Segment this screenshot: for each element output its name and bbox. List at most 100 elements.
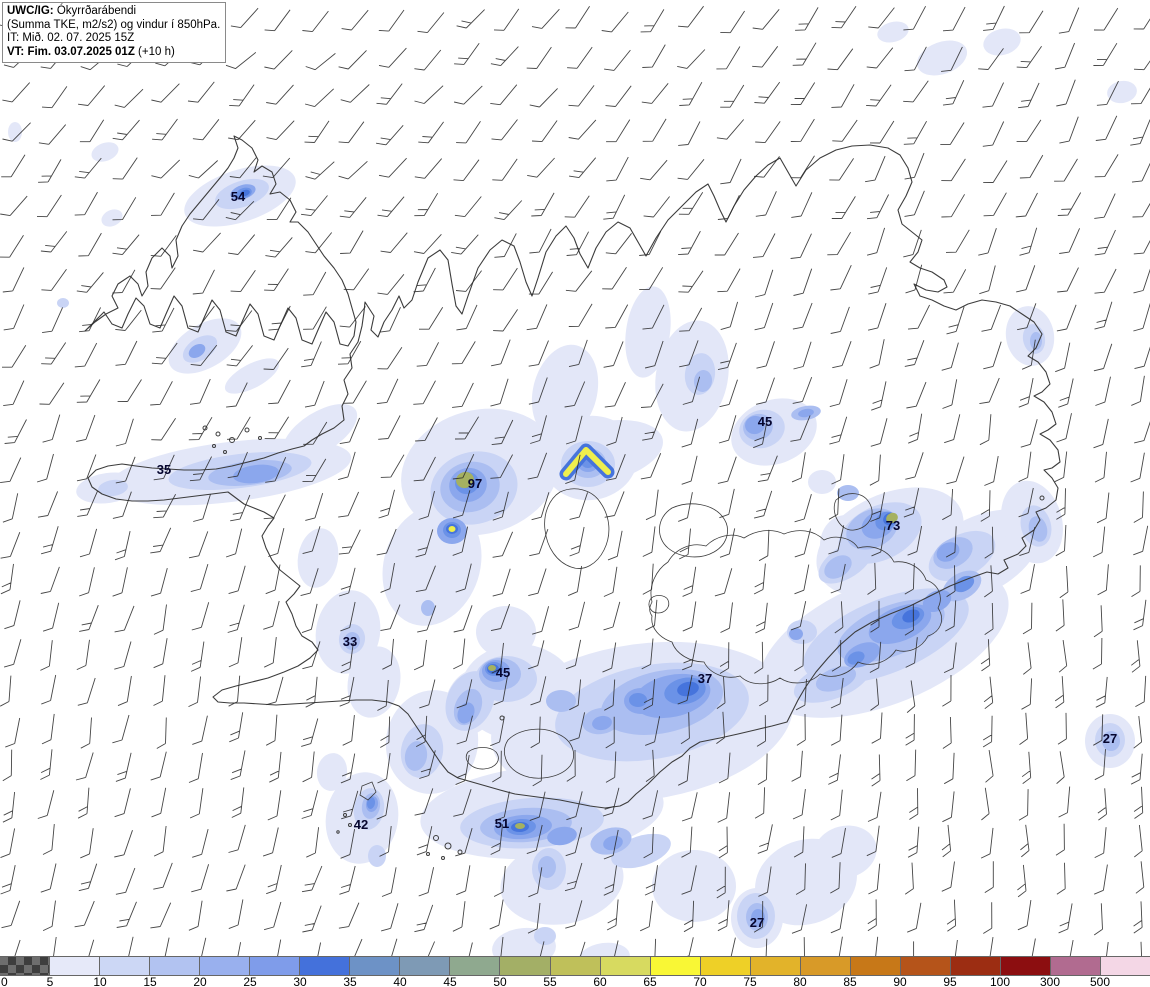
glacier-outlines [359, 488, 942, 801]
glacier-outline [659, 503, 728, 558]
colorbar-tick-label: 75 [743, 975, 757, 987]
turbulence-blob [457, 702, 475, 724]
turbulence-blob [847, 651, 865, 665]
colorbar-tick-label: 0 [1, 975, 8, 987]
colorbar-cell [399, 957, 450, 975]
island-dot [244, 427, 250, 433]
turbulence-blob [745, 415, 765, 435]
colorbar-cell [499, 957, 550, 975]
color-scale-bar: 0 5 10 15 20 25 30 35 40 45 50 55 60 65 70 75 80 85 90 95 10… [0, 956, 1150, 987]
colorbar-tick-label: 20 [193, 975, 207, 987]
turbulence-blob [547, 826, 577, 846]
turbulence-blob [101, 209, 123, 227]
colorbar-tick-label: 15 [143, 975, 157, 987]
turbulence-blob [224, 358, 280, 394]
turbulence-blob [1028, 516, 1048, 542]
turbulence-blob [91, 142, 119, 162]
island-dot [258, 436, 262, 440]
map-legend-box: UWC/IG: Ókyrrðarábendi (Summa TKE, m2/s2… [2, 2, 227, 63]
coastline-path [84, 135, 357, 347]
turbulence-value-labels: 54 45 97 35 73 33 45 37 27 42 51 27 [157, 189, 1117, 930]
turbulence-layer [8, 21, 1137, 974]
colorbar-tick-label: 80 [793, 975, 807, 987]
turbulence-blob [546, 690, 576, 712]
color-scale-labels: 0 5 10 15 20 25 30 35 40 45 50 55 60 65 70 75 80 85 90 95 10… [0, 975, 1150, 987]
turbulence-value-label: 97 [468, 476, 482, 491]
colorbar-cell [49, 957, 100, 975]
turbulence-value-label: 73 [886, 518, 900, 533]
island-dot [444, 842, 452, 850]
coastline-layer [84, 135, 1061, 809]
turbulence-blob [368, 845, 386, 867]
turbulence-blob [824, 555, 852, 579]
island-dot [348, 823, 352, 827]
island-dot [426, 852, 430, 856]
turbulence-blob [8, 122, 22, 142]
turbulence-blob [603, 835, 623, 851]
turbulence-blob [404, 741, 428, 771]
turbulence-value-label: 45 [758, 414, 772, 429]
glacier-outline [544, 488, 610, 569]
colorbar-cell [349, 957, 400, 975]
glacier-outline [465, 747, 499, 770]
turbulence-blob [448, 526, 456, 532]
colorbar-cell [1049, 957, 1101, 975]
turbulence-blob [886, 512, 898, 524]
island-dot [433, 835, 439, 841]
colorbar-tick-label: 30 [293, 975, 307, 987]
turbulence-blob [877, 21, 909, 43]
turbulence-blob [343, 632, 361, 650]
colorbar-cell [199, 957, 250, 975]
island-dot [215, 431, 221, 437]
turbulence-blob [538, 856, 556, 878]
legend-line-init-time: IT: Mið. 02. 07. 2025 15Z [7, 32, 135, 44]
turbulence-blob [233, 464, 279, 484]
turbulence-blob [1107, 80, 1137, 104]
turbulence-value-label: 51 [495, 816, 509, 831]
turbulence-blob [421, 600, 435, 616]
turbulence-value-label: 27 [750, 915, 764, 930]
island-dot [336, 830, 340, 834]
colorbar-cell [249, 957, 300, 975]
turbulence-blob [476, 606, 536, 658]
colorbar-tick-label: 300 [1039, 975, 1061, 987]
turbulence-chevron [559, 443, 615, 481]
turbulence-blob [297, 528, 339, 588]
colorbar-cell [1100, 957, 1150, 975]
colorbar-tick-label: 70 [693, 975, 707, 987]
turbulence-blob [983, 28, 1021, 56]
legend-line-parameter: (Summa TKE, m2/s2) og vindur í 850hPa. [7, 18, 221, 31]
turbulence-blob [316, 753, 348, 791]
colorbar-cell [849, 957, 900, 975]
coastline-path [87, 144, 1061, 809]
turbulence-blob [1030, 332, 1042, 350]
colorbar-tick-label: 500 [1089, 975, 1111, 987]
turbulence-blob [188, 344, 206, 358]
legend-line-title: UWC/IG: Ókyrrðarábendi [7, 5, 137, 17]
island-dot [441, 856, 445, 860]
colorbar-cell [549, 957, 600, 975]
turbulence-blob [652, 850, 736, 922]
turbulence-blob [592, 715, 612, 731]
turbulence-value-label: 54 [231, 189, 246, 204]
colorbar-cell [149, 957, 200, 975]
colorbar-cell [649, 957, 700, 975]
turbulence-blob [57, 298, 69, 308]
glacier-outline [359, 781, 377, 801]
turbulence-value-label: 37 [698, 671, 712, 686]
colorbar-tick-label: 10 [93, 975, 107, 987]
colorbar-tick-label: 5 [46, 975, 54, 987]
island-dot [457, 849, 463, 855]
colorbar-cell [599, 957, 650, 975]
colorbar-tick-label: 40 [393, 975, 407, 987]
turbulence-blob [1102, 731, 1120, 751]
island-dot [229, 437, 235, 443]
turbulence-blob [677, 681, 699, 697]
color-scale-cells [0, 956, 1150, 976]
turbulence-value-label: 42 [354, 817, 368, 832]
colorbar-cell [899, 957, 950, 975]
colorbar-tick-label: 50 [493, 975, 507, 987]
turbulence-blob [240, 189, 250, 197]
